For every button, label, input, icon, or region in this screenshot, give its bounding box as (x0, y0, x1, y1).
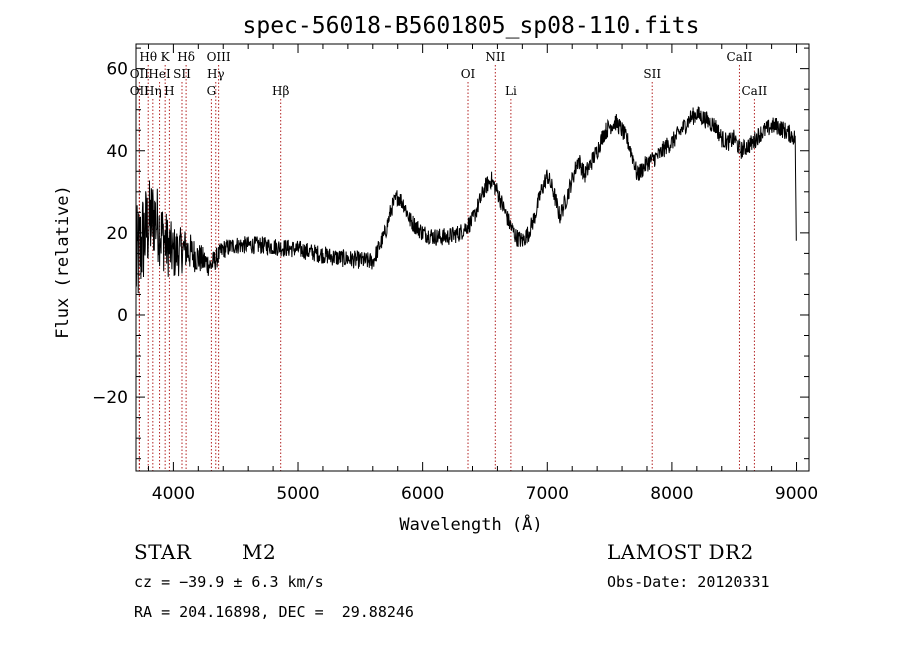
line-marker-label: SII (643, 67, 661, 81)
line-marker-label: Li (505, 84, 517, 98)
line-marker-label: Hη (144, 84, 162, 98)
line-marker-label: HeI (148, 67, 171, 81)
plot-frame (135, 43, 810, 472)
y-axis-label: Flux (relative) (53, 185, 73, 339)
y-tick-label: −20 (92, 388, 128, 408)
y-tick-label: 0 (117, 306, 128, 326)
y-tick-label: 40 (106, 142, 128, 162)
line-marker-label: Hδ (177, 50, 195, 64)
line-marker-label: OII (130, 67, 150, 81)
subclass: M2 (242, 540, 277, 564)
survey-name: LAMOST DR2 (607, 540, 754, 564)
obs-date: Obs-Date: 20120331 (607, 573, 770, 591)
line-marker-label: G (207, 84, 217, 98)
line-marker-label: OIII (207, 50, 231, 64)
line-marker-label: K (161, 50, 171, 64)
line-marker-label: H (164, 84, 174, 98)
line-marker-label: Hβ (272, 84, 289, 98)
line-marker-label: SII (173, 67, 191, 81)
line-marker-label: CaII (727, 50, 753, 64)
x-tick-label: 4000 (152, 484, 195, 504)
y-tick-label: 20 (106, 224, 128, 244)
y-tick-label: 60 (106, 60, 128, 80)
flux-line (135, 106, 797, 294)
redshift-text: cz = −39.9 ± 6.3 km/s (134, 573, 324, 591)
coordinates: RA = 204.16898, DEC = 29.88246 (134, 603, 414, 621)
x-tick-label: 5000 (276, 484, 319, 504)
x-axis-label: Wavelength (Å) (399, 513, 542, 535)
x-tick-label: 8000 (650, 484, 693, 504)
chart-title: spec-56018-B5601805_sp08-110.fits (243, 13, 700, 39)
x-tick-label: 9000 (775, 484, 818, 504)
line-marker-label: OII (130, 84, 150, 98)
axis-ticks: 4000 5000 6000 7000 8000 9000 −20 0 20 40 60 (92, 44, 818, 504)
object-class: STAR (134, 540, 192, 564)
line-marker-label: CaII (741, 84, 767, 98)
line-marker-label: Hγ (207, 67, 225, 81)
line-marker-label: Hθ (139, 50, 157, 64)
line-marker-label: OI (461, 67, 476, 81)
x-tick-label: 7000 (526, 484, 569, 504)
series-group (135, 106, 797, 294)
x-tick-label: 6000 (401, 484, 444, 504)
line-marker-label: NII (485, 50, 505, 64)
